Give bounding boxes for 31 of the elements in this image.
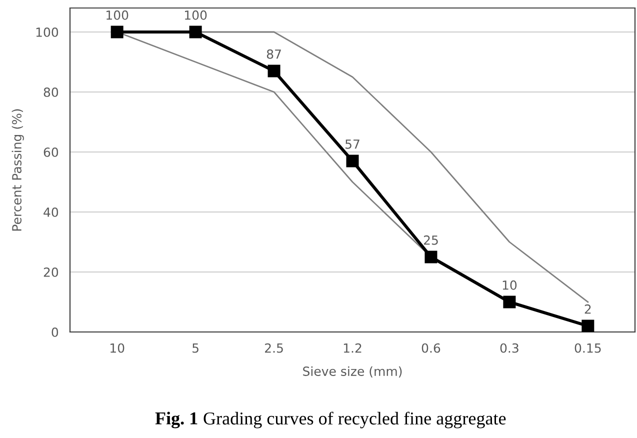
y-tick-label: 40 — [44, 207, 58, 217]
x-tick-label: 0.3 — [500, 343, 518, 353]
text: Grading curves of recycled fine aggregate — [204, 412, 506, 428]
x-tick-label: 5 — [192, 343, 198, 353]
data-label: 10 — [502, 280, 517, 290]
data-label: 87 — [266, 49, 281, 59]
x-tick-label: 0.6 — [422, 343, 440, 353]
point — [503, 296, 516, 308]
y-tick-label: 0 — [52, 327, 58, 337]
point — [424, 250, 438, 264]
point — [346, 154, 359, 168]
point — [189, 26, 202, 38]
x-tick-label: 1.2 — [344, 343, 362, 353]
data-label: 2 — [584, 304, 591, 314]
y-tick-label: 100 — [36, 27, 58, 37]
y-axis-title: Percent Passing (%) — [12, 109, 24, 231]
x-tick-label: 2.5 — [265, 343, 283, 353]
data-label: 25 — [424, 235, 438, 245]
point — [268, 64, 280, 78]
x-tick-label: 0.15 — [574, 343, 601, 353]
point — [582, 320, 594, 332]
caption: Fig. 1 — [155, 412, 198, 428]
x-tick-label: 10 — [110, 343, 124, 353]
data-label: 57 — [346, 140, 360, 149]
point — [110, 26, 124, 38]
y-tick-label: 60 — [44, 147, 58, 157]
data-label: 100 — [106, 10, 128, 20]
y-tick-label: 20 — [44, 267, 58, 277]
y-tick-label: 80 — [44, 87, 58, 97]
data-label: 100 — [185, 10, 207, 20]
x-axis-title: Sieve size (mm) — [303, 366, 402, 378]
